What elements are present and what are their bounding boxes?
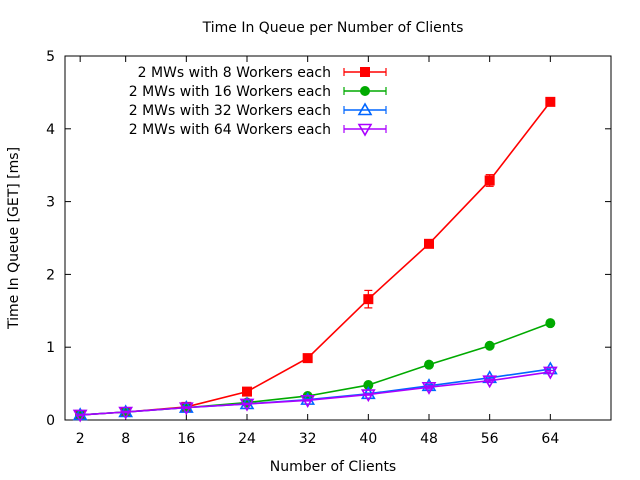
series-line bbox=[80, 322, 551, 416]
x-axis-label: Number of Clients bbox=[270, 459, 396, 475]
data-point bbox=[421, 381, 437, 395]
legend: 2 MWs with 8 Workers each 2 MWs with 16 W… bbox=[129, 65, 387, 138]
data-point bbox=[484, 340, 495, 351]
data-point bbox=[300, 395, 316, 408]
x-tick-label: 16 bbox=[177, 431, 195, 447]
data-point bbox=[357, 102, 373, 116]
data-point bbox=[302, 353, 313, 364]
data-point bbox=[363, 294, 374, 305]
legend-label: 2 MWs with 8 Workers each bbox=[138, 65, 331, 81]
data-point bbox=[424, 359, 434, 370]
data-point bbox=[542, 366, 558, 380]
y-axis-label: Time In Queue [GET] [ms] bbox=[6, 147, 22, 330]
x-tick-label: 32 bbox=[299, 431, 317, 447]
y-tick-label: 4 bbox=[46, 122, 55, 138]
x-tick-label: 48 bbox=[420, 431, 438, 447]
axis-ticks: 2 8 16 24 32 40 48 56 64 0 1 2 3 4 5 bbox=[46, 49, 611, 447]
x-tick-label: 24 bbox=[238, 431, 256, 447]
y-tick-label: 2 bbox=[46, 267, 55, 283]
plot-frame bbox=[64, 55, 612, 421]
x-tick-label: 56 bbox=[481, 431, 499, 447]
data-point bbox=[178, 402, 194, 416]
y-tick-label: 5 bbox=[46, 49, 55, 65]
data-point bbox=[360, 389, 376, 403]
y-tick-label: 0 bbox=[46, 413, 55, 429]
series-square-filled bbox=[75, 96, 556, 420]
data-point bbox=[357, 123, 373, 137]
data-point bbox=[360, 86, 370, 96]
data-point bbox=[360, 386, 376, 400]
data-point bbox=[72, 409, 88, 423]
data-point bbox=[424, 238, 434, 249]
x-tick-label: 64 bbox=[541, 431, 559, 447]
legend-label: 2 MWs with 32 Workers each bbox=[129, 103, 331, 119]
x-tick-label: 40 bbox=[359, 431, 377, 447]
data-point bbox=[118, 406, 134, 420]
chart-title: Time In Queue per Number of Clients bbox=[202, 20, 464, 36]
series-circle-filled bbox=[75, 318, 556, 420]
x-tick-label: 2 bbox=[76, 431, 85, 447]
data-point bbox=[363, 380, 374, 391]
y-tick-label: 1 bbox=[46, 340, 55, 356]
data-point bbox=[239, 398, 255, 412]
series-group bbox=[72, 96, 558, 423]
data-point bbox=[545, 96, 556, 107]
data-point bbox=[484, 175, 495, 186]
data-point bbox=[421, 378, 437, 392]
data-point bbox=[300, 392, 316, 405]
x-tick-label: 8 bbox=[121, 431, 130, 447]
data-point bbox=[545, 318, 556, 329]
data-point bbox=[482, 375, 498, 389]
series-line bbox=[80, 101, 551, 416]
legend-label: 2 MWs with 64 Workers each bbox=[129, 122, 331, 138]
series-line bbox=[80, 368, 551, 416]
series-triangle-down-open bbox=[72, 366, 558, 423]
legend-label: 2 MWs with 16 Workers each bbox=[129, 84, 331, 100]
data-point bbox=[242, 386, 252, 397]
data-point bbox=[360, 67, 370, 77]
y-tick-label: 3 bbox=[46, 195, 55, 211]
